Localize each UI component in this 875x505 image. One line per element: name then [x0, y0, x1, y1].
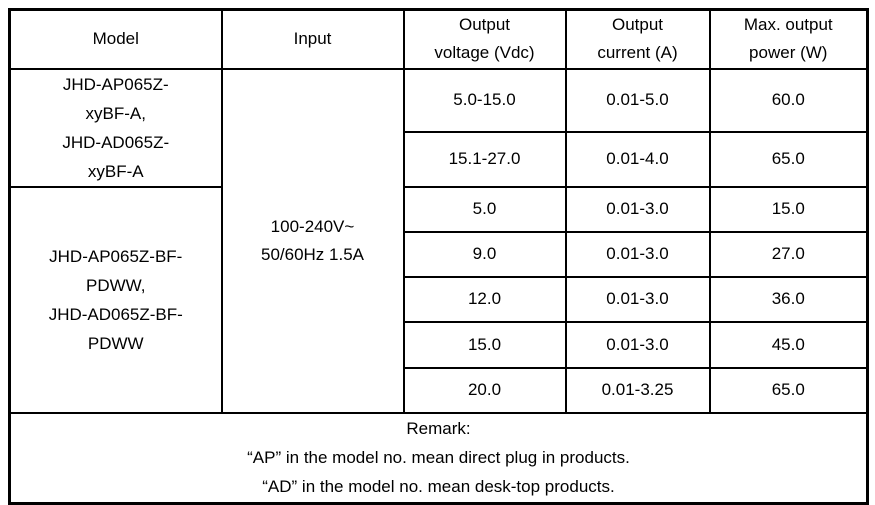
header-row: Model Input Output voltage (Vdc) Output …: [8, 8, 869, 70]
cell-power-3: 27.0: [708, 230, 869, 278]
cell-voltage-0: 5.0-15.0: [402, 67, 567, 133]
header-output-current-line1: Output: [611, 15, 664, 35]
table-row: 15.1-27.0 0.01-4.0 65.0: [10, 130, 869, 188]
header-model: Model: [8, 8, 223, 70]
header-input: Input: [220, 8, 405, 70]
cell-current-1: 0.01-4.0: [564, 130, 711, 188]
cell-power-6: 65.0: [708, 366, 869, 414]
model-group-2-line1: JHD-AP065Z-BF-: [49, 246, 183, 266]
model-group-1-line1: JHD-AP065Z-: [62, 74, 169, 94]
cell-current-4: 0.01-3.0: [564, 275, 711, 323]
cell-power-0: 60.0: [708, 67, 869, 133]
cell-power-5: 45.0: [708, 320, 869, 369]
cell-power-2: 15.0: [708, 185, 869, 233]
cell-current-6: 0.01-3.25: [564, 366, 711, 414]
header-output-current: Output current (A): [564, 8, 711, 70]
input-value-line2: 50/60Hz 1.5A: [260, 244, 364, 264]
cell-current-3: 0.01-3.0: [564, 230, 711, 278]
cell-voltage-6: 20.0: [402, 366, 567, 414]
cell-voltage-4: 12.0: [402, 275, 567, 323]
table-row: 9.0 0.01-3.0 27.0: [10, 230, 869, 278]
input-value-line1: 100-240V~: [270, 216, 355, 236]
table-row: 12.0 0.01-3.0 36.0: [10, 275, 869, 323]
table-row: 20.0 0.01-3.25 65.0: [10, 366, 869, 414]
remark-line2: “AD” in the model no. mean desk-top prod…: [262, 477, 615, 497]
cell-current-5: 0.01-3.0: [564, 320, 711, 369]
header-output-voltage-line2: voltage (Vdc): [434, 43, 535, 63]
model-group-2-line4: PDWW: [87, 333, 144, 353]
header-output-voltage-line1: Output: [458, 15, 511, 35]
cell-voltage-3: 9.0: [402, 230, 567, 278]
header-output-current-line2: current (A): [597, 43, 678, 63]
header-max-power-line1: Max. output: [743, 15, 833, 35]
remark-row: Remark: “AP” in the model no. mean direc…: [8, 411, 869, 505]
cell-voltage-5: 15.0: [402, 320, 567, 369]
spec-table: Model Input Output voltage (Vdc) Output …: [8, 8, 869, 505]
model-group-1-cell: JHD-AP065Z- xyBF-A, JHD-AD065Z- xyBF-A: [8, 67, 223, 188]
cell-power-4: 36.0: [708, 275, 869, 323]
cell-voltage-2: 5.0: [402, 185, 567, 233]
model-group-2-cell: JHD-AP065Z-BF- PDWW, JHD-AD065Z-BF- PDWW: [8, 185, 223, 414]
model-group-2-line3: JHD-AD065Z-BF-: [48, 304, 183, 324]
header-max-power-line2: power (W): [749, 43, 828, 63]
model-group-2-line2: PDWW,: [86, 275, 146, 295]
cell-current-2: 0.01-3.0: [564, 185, 711, 233]
remark-title: Remark:: [406, 419, 471, 439]
header-output-voltage: Output voltage (Vdc): [402, 8, 567, 70]
table-row: JHD-AP065Z-BF- PDWW, JHD-AD065Z-BF- PDWW…: [8, 185, 869, 414]
header-max-power: Max. output power (W): [708, 8, 869, 70]
cell-current-0: 0.01-5.0: [564, 67, 711, 133]
remark-cell: Remark: “AP” in the model no. mean direc…: [8, 411, 869, 505]
cell-power-1: 65.0: [708, 130, 869, 188]
table-row: 15.0 0.01-3.0 45.0: [10, 320, 869, 369]
model-group-1-line3: JHD-AD065Z-: [62, 132, 170, 152]
table-row: JHD-AP065Z- xyBF-A, JHD-AD065Z- xyBF-A 1…: [8, 67, 869, 414]
input-cell: 100-240V~ 50/60Hz 1.5A: [220, 67, 405, 414]
cell-voltage-1: 15.1-27.0: [402, 130, 567, 188]
remark-line1: “AP” in the model no. mean direct plug i…: [247, 448, 630, 468]
model-group-1-line4: xyBF-A: [87, 161, 144, 181]
model-group-1-line2: xyBF-A,: [85, 103, 146, 123]
